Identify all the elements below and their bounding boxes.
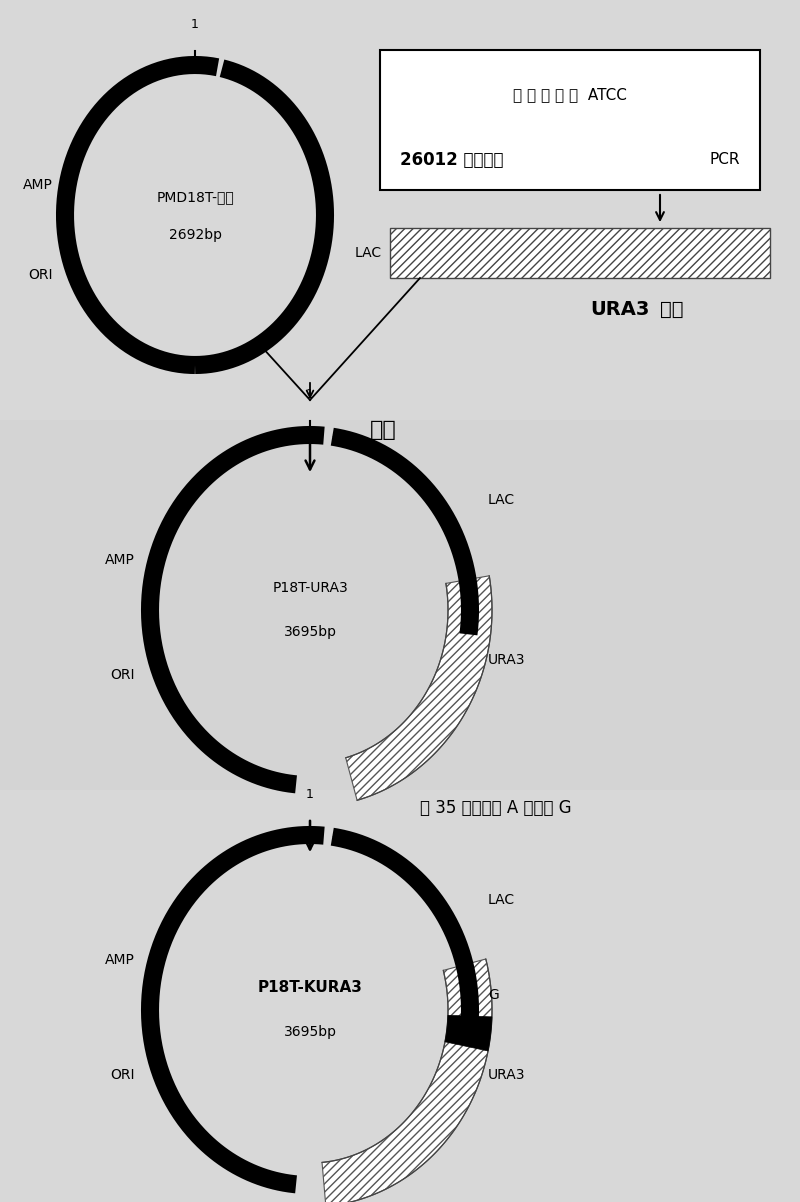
Text: 连接: 连接: [370, 419, 397, 440]
Text: URA3: URA3: [488, 1069, 526, 1082]
Text: 1: 1: [191, 18, 199, 31]
Text: P18T-URA3: P18T-URA3: [272, 581, 348, 595]
Bar: [0, 0, 800, 419]
Text: LAC: LAC: [355, 246, 382, 260]
Text: AMP: AMP: [23, 178, 53, 192]
Text: ORI: ORI: [110, 1069, 135, 1082]
Polygon shape: [346, 576, 492, 801]
Text: ORI: ORI: [110, 668, 135, 682]
Polygon shape: [445, 1016, 492, 1051]
Text: P18T-KURA3: P18T-KURA3: [258, 981, 362, 995]
Text: G: G: [488, 988, 498, 1002]
Text: ORI: ORI: [29, 268, 53, 282]
Text: 1: 1: [306, 789, 314, 801]
Text: LAC: LAC: [488, 893, 515, 908]
Polygon shape: [322, 959, 492, 1202]
Text: AMP: AMP: [105, 953, 135, 966]
Text: 第 35 位碱基由 A 突变为 G: 第 35 位碱基由 A 突变为 G: [420, 799, 572, 817]
Text: 2692bp: 2692bp: [169, 228, 222, 242]
Text: 3695bp: 3695bp: [283, 1025, 337, 1039]
Text: PCR: PCR: [710, 153, 740, 167]
Text: AMP: AMP: [105, 553, 135, 567]
Bar: [380, 50, 760, 190]
Text: 汉 逼 酵 母 菌  ATCC: 汉 逼 酵 母 菌 ATCC: [513, 88, 627, 102]
Text: 1: 1: [306, 388, 314, 401]
Bar: [0, 790, 800, 1202]
Bar: [0, 419, 800, 790]
Text: URA3: URA3: [488, 653, 526, 667]
Text: 26012 的基因组: 26012 的基因组: [400, 151, 503, 169]
Bar: [390, 228, 770, 278]
Text: LAC: LAC: [488, 493, 515, 507]
Text: PMD18T-载体: PMD18T-载体: [156, 190, 234, 204]
Text: 3695bp: 3695bp: [283, 625, 337, 639]
Text: URA3: URA3: [590, 300, 650, 319]
Text: 基因: 基因: [660, 300, 683, 319]
